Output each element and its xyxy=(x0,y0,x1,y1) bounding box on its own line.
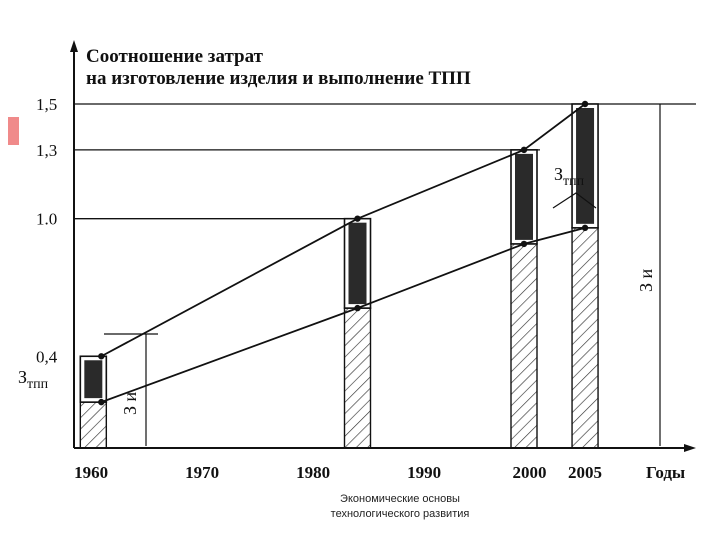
chart-title-line-2: на изготовление изделия и выполнение ТПП xyxy=(86,68,471,89)
bar-zi-1985 xyxy=(343,307,372,449)
ztpp-label-left: Зтпп xyxy=(18,367,49,392)
bar-zi-1960 xyxy=(79,401,108,449)
bar-ztpp-2000 xyxy=(515,153,533,240)
chart-title-line-1: Соотношение затрат xyxy=(86,46,264,67)
y-tick-1: 1,3 xyxy=(36,141,57,160)
y-tick-labels: 1,5 1,3 1.0 0,4 xyxy=(36,95,58,366)
zi-point-2 xyxy=(520,240,528,248)
x-tick-1980: 1980 xyxy=(296,463,330,482)
bars-group xyxy=(79,103,599,449)
y-tick-3: 0,4 xyxy=(36,347,58,366)
slide-caption: Экономические основы технологического ра… xyxy=(290,492,510,522)
x-tick-1970: 1970 xyxy=(185,463,219,482)
zi-point-0 xyxy=(98,398,105,406)
trend-lines xyxy=(98,100,589,406)
total-point-1 xyxy=(354,215,361,222)
slide-accent-mark xyxy=(8,117,19,145)
total-cost-line xyxy=(100,103,586,358)
reference-lines xyxy=(74,103,696,220)
x-axis-label: Годы xyxy=(646,463,685,482)
x-tick-labels: 1960 1970 1980 1990 2000 2005 xyxy=(74,463,602,482)
x-tick-1990: 1990 xyxy=(407,463,441,482)
caption-line-2: технологического развития xyxy=(330,508,470,520)
y-axis-arrow xyxy=(70,40,78,52)
y-tick-0: 1,5 xyxy=(36,95,57,114)
x-tick-1960: 1960 xyxy=(74,463,108,482)
x-tick-2000: 2000 xyxy=(513,463,547,482)
left-vertical-label: З и xyxy=(120,391,140,415)
total-point-3 xyxy=(581,100,589,108)
zi-cost-line xyxy=(101,226,586,403)
y-tick-2: 1.0 xyxy=(36,210,57,229)
bar-zi-2005 xyxy=(571,227,599,449)
caption-line-1: Экономические основы xyxy=(340,493,460,505)
bar-ztpp-1985 xyxy=(348,222,367,305)
zi-point-3 xyxy=(581,224,589,232)
ztpp-pointer-2000 xyxy=(552,192,597,209)
zi-point-1 xyxy=(354,304,361,312)
bar-ztpp-1960 xyxy=(84,360,103,399)
right-vertical-label: З и xyxy=(636,268,656,292)
bar-ztpp-2005 xyxy=(576,108,595,224)
x-tick-2005: 2005 xyxy=(568,463,602,482)
total-point-2 xyxy=(520,146,528,154)
ztpp-label-2000: Зтпп xyxy=(554,164,585,189)
x-axis-arrow xyxy=(684,444,696,452)
total-point-0 xyxy=(98,353,105,360)
bar-zi-2000 xyxy=(510,243,538,449)
